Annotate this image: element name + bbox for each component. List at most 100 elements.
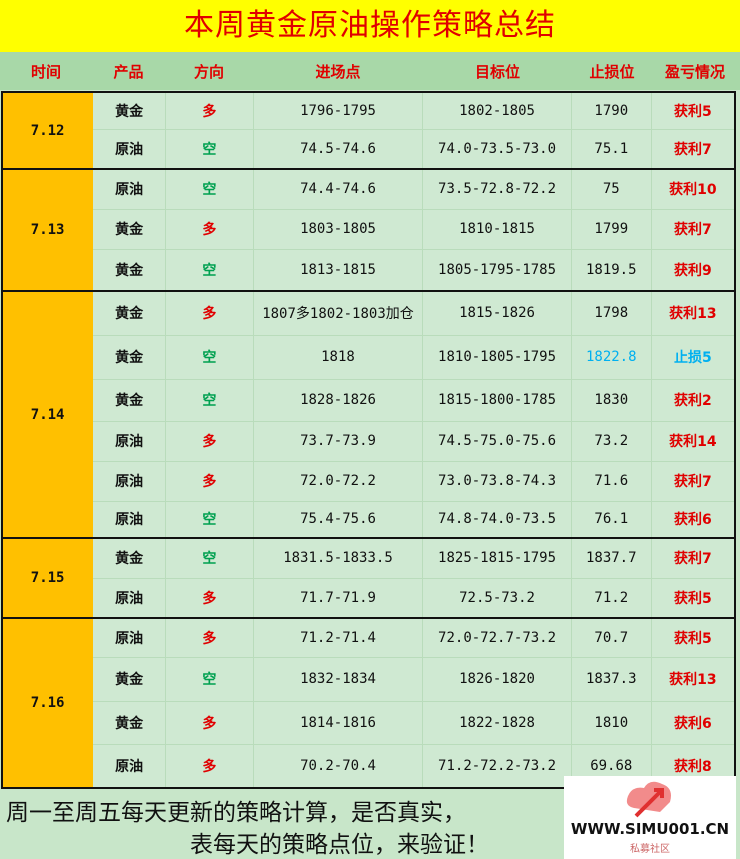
direction-cell: 多 (165, 743, 254, 789)
header-stop: 止损位 (589, 62, 635, 81)
direction-cell: 空 (165, 248, 254, 292)
result-cell: 获利7 (650, 128, 736, 170)
product-cell: 黄金 (92, 700, 167, 745)
entry-cell: 72.0-72.2 (252, 460, 424, 502)
stop-cell: 70.7 (570, 617, 652, 658)
direction-cell: 多 (165, 420, 254, 462)
target-cell: 74.8-74.0-73.5 (422, 500, 572, 539)
result-cell: 获利7 (650, 537, 736, 579)
table-row: 原油多 73.7-73.9 74.5-75.0-75.6 73.2 获利14 (2, 420, 736, 462)
direction-cell: 多 (165, 208, 254, 250)
direction-cell: 多 (165, 91, 254, 130)
stop-cell: 1798 (570, 290, 652, 336)
result-cell: 获利5 (650, 617, 736, 658)
result-cell: 获利2 (650, 378, 736, 422)
stop-cell: 1822.8 (570, 334, 652, 380)
stop-cell: 71.2 (570, 577, 652, 619)
table-row: 黄金多 1803-1805 1810-1815 1799 获利7 (2, 208, 736, 250)
result-cell: 获利7 (650, 208, 736, 250)
target-cell: 1805-1795-1785 (422, 248, 572, 292)
target-cell: 73.5-72.8-72.2 (422, 168, 572, 210)
date-group: 7.15 黄金空 1831.5-1833.5 1825-1815-1795 1837.7… (1, 537, 736, 619)
table-row: 7.12 黄金多 1796-1795 1802-1805 1790 获利5 (1, 91, 736, 170)
logo-url: WWW.SIMU001.CN (570, 820, 730, 838)
target-cell: 71.2-72.2-73.2 (422, 743, 572, 789)
table-row: 7.13 原油空 74.4-74.6 73.5-72.8-72.2 75 获利10 (1, 168, 736, 292)
product-cell: 黄金 (92, 378, 167, 422)
header-direction: 方向 (193, 62, 224, 81)
product-cell: 原油 (92, 460, 167, 502)
result-cell: 获利6 (650, 500, 736, 539)
stop-cell: 1790 (570, 91, 652, 130)
stop-cell: 1837.3 (570, 656, 652, 702)
stop-cell: 1830 (570, 378, 652, 422)
direction-cell: 多 (165, 577, 254, 619)
stop-cell: 1799 (570, 208, 652, 250)
entry-cell: 1828-1826 (252, 378, 424, 422)
stop-cell: 71.6 (570, 460, 652, 502)
entry-cell: 1807多1802-1803加仓 (252, 290, 424, 336)
product-cell: 原油 (92, 743, 167, 789)
target-cell: 1810-1805-1795 (422, 334, 572, 380)
direction-cell: 空 (165, 128, 254, 170)
footer-note: 周一至周五每天更新的策略计算，是否真实， 表每天的策略点位，来验证！ (0, 789, 740, 859)
target-cell: 1815-1826 (422, 290, 572, 336)
target-cell: 74.5-75.0-75.6 (422, 420, 572, 462)
header-result: 盈亏情况 (664, 62, 725, 81)
table-row: 原油多 71.7-71.9 72.5-73.2 71.2 获利5 (2, 577, 736, 619)
entry-cell: 73.7-73.9 (252, 420, 424, 462)
product-cell: 黄金 (92, 537, 167, 579)
logo-subtitle: 私募社区 (630, 844, 670, 855)
page-title: 本周黄金原油操作策略总结 (0, 0, 740, 52)
date-group: 7.14 黄金多 1807多1802-1803加仓 1815-1826 1798 获利13… (1, 290, 736, 539)
table-row: 黄金空 1832-1834 1826-1820 1837.3 获利13 (2, 656, 736, 702)
result-cell: 获利13 (650, 656, 736, 702)
direction-cell: 空 (165, 334, 254, 380)
date-group: 7.12 黄金多 1796-1795 1802-1805 1790 获利5 原油空 74.5-… (1, 91, 736, 170)
entry-cell: 71.2-71.4 (252, 617, 424, 658)
target-cell: 1802-1805 (422, 91, 572, 130)
result-cell: 获利5 (650, 91, 736, 130)
date-cell: 7.15 (1, 537, 94, 619)
table-row: 7.14 黄金多 1807多1802-1803加仓 1815-1826 1798 获利13 (1, 290, 736, 539)
result-cell: 获利6 (650, 700, 736, 745)
target-cell: 1826-1820 (422, 656, 572, 702)
stop-cell: 75 (570, 168, 652, 210)
entry-cell: 1813-1815 (252, 248, 424, 292)
header-product: 产品 (113, 62, 144, 81)
table-header: 时间 产品 方向 进场点 目标位 止损位 盈亏情况 (0, 52, 740, 90)
header-entry: 进场点 (315, 62, 361, 81)
product-cell: 原油 (92, 168, 167, 210)
date-group: 7.16 原油多 71.2-71.4 72.0-72.7-73.2 70.7 获利5 黄金空… (1, 617, 736, 789)
direction-cell: 多 (165, 617, 254, 658)
table-row: 原油空 75.4-75.6 74.8-74.0-73.5 76.1 获利6 (2, 500, 736, 539)
product-cell: 原油 (92, 128, 167, 170)
direction-cell: 多 (165, 700, 254, 745)
date-cell: 7.13 (1, 168, 94, 292)
entry-cell: 74.5-74.6 (252, 128, 424, 170)
entry-cell: 1832-1834 (252, 656, 424, 702)
header-target: 目标位 (474, 62, 520, 81)
product-cell: 原油 (92, 420, 167, 462)
footer-line-2: 表每天的策略点位，来验证！ (190, 832, 489, 858)
result-cell: 获利13 (650, 290, 736, 336)
product-cell: 黄金 (92, 91, 167, 130)
direction-cell: 空 (165, 537, 254, 579)
entry-cell: 70.2-70.4 (252, 743, 424, 789)
target-cell: 1822-1828 (422, 700, 572, 745)
result-cell: 获利9 (650, 248, 736, 292)
date-cell: 7.16 (1, 617, 94, 789)
table-row: 黄金空 1818 1810-1805-1795 1822.8 止损5 (2, 334, 736, 380)
table-row: 黄金空 1828-1826 1815-1800-1785 1830 获利2 (2, 378, 736, 422)
target-cell: 1825-1815-1795 (422, 537, 572, 579)
target-cell: 72.5-73.2 (422, 577, 572, 619)
table-row: 7.16 原油多 71.2-71.4 72.0-72.7-73.2 70.7 获利5 (1, 617, 736, 789)
product-cell: 黄金 (92, 208, 167, 250)
direction-cell: 空 (165, 168, 254, 210)
stop-cell: 1819.5 (570, 248, 652, 292)
footer-line-1: 周一至周五每天更新的策略计算，是否真实， (6, 800, 466, 826)
product-cell: 黄金 (92, 248, 167, 292)
entry-cell: 1831.5-1833.5 (252, 537, 424, 579)
product-cell: 原油 (92, 500, 167, 539)
stop-cell: 76.1 (570, 500, 652, 539)
